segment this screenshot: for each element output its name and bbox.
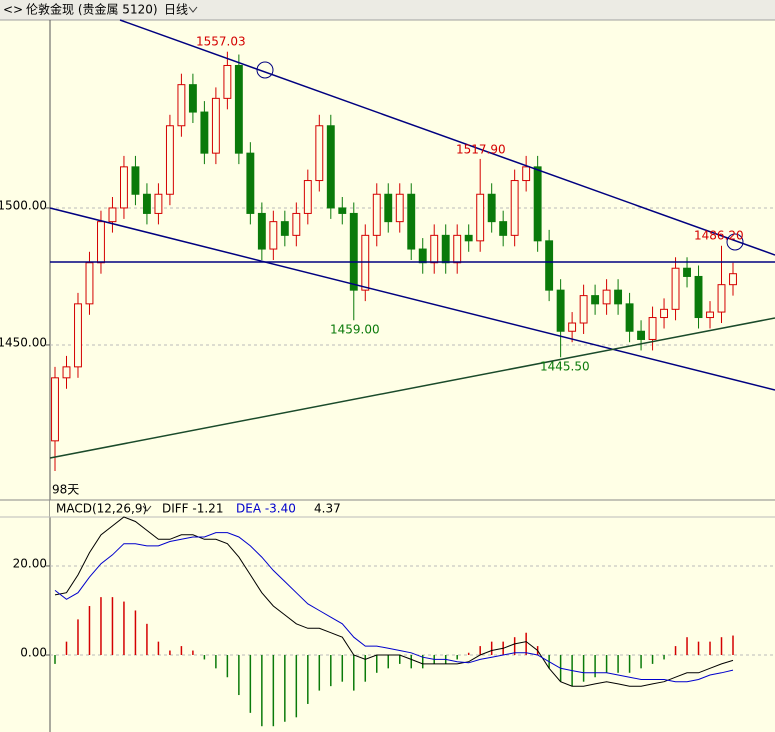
candle-body: [384, 193, 393, 223]
candle-body: [395, 193, 404, 223]
candle-body: [407, 193, 416, 250]
candle-body: [142, 193, 151, 214]
candle-body: [51, 377, 59, 442]
candle-body: [269, 221, 278, 250]
candle-body: [326, 125, 335, 209]
candle-body: [120, 166, 128, 209]
trend-line: [49, 317, 775, 459]
candle-body: [637, 330, 646, 340]
candle-body: [648, 317, 657, 340]
annotation: 1557.03: [196, 35, 246, 49]
annotation: 1445.50: [540, 360, 590, 374]
candle-body: [234, 64, 243, 154]
candle-body: [487, 193, 496, 223]
candle-body: [660, 308, 668, 319]
candle-body: [614, 289, 623, 305]
candle-body: [568, 322, 577, 332]
annotation: 1459.00: [330, 323, 380, 337]
macd-header: [50, 500, 775, 517]
candle-body: [246, 152, 255, 214]
candle-body: [464, 234, 473, 242]
candle-body: [694, 275, 703, 319]
marker-circle: [726, 233, 744, 251]
trend-line: [49, 207, 775, 391]
y-tick-label: 1500.00: [0, 198, 47, 212]
candle-body: [85, 262, 94, 305]
header-bar: [0, 0, 775, 20]
candle-body: [315, 125, 324, 182]
candle-body: [556, 289, 565, 332]
macd-title: MACD(12,26,9): [56, 502, 147, 516]
candle-body: [97, 221, 105, 264]
legend-diff: DIFF -1.21: [162, 502, 223, 516]
y-tick-label: 1450.00: [0, 335, 47, 349]
trend-line: [119, 19, 775, 256]
candle-body: [683, 267, 691, 277]
candle-body: [372, 193, 381, 236]
y-tick-label: 20.00: [13, 556, 47, 570]
candle-body: [303, 180, 312, 214]
candle-body: [74, 303, 82, 368]
candle-body: [349, 212, 358, 291]
macd-line: [54, 532, 734, 683]
annotation: 1486.20: [694, 229, 744, 243]
candle-body: [510, 180, 519, 236]
candle-body: [522, 166, 531, 182]
y-tick-label: 0.00: [20, 645, 47, 659]
candle-body: [62, 366, 71, 379]
candle-body: [418, 248, 427, 264]
nav-icon[interactable]: <>: [3, 3, 23, 17]
candle-body: [602, 289, 611, 305]
candle-body: [625, 303, 634, 332]
candle-body: [706, 311, 714, 319]
macd-chevron[interactable]: [142, 505, 152, 512]
candle-body: [338, 207, 347, 214]
candle-body: [154, 193, 163, 214]
candle-body: [177, 84, 186, 127]
period-chevron[interactable]: [188, 6, 198, 13]
candle-body: [188, 84, 197, 113]
candle-body: [211, 97, 220, 154]
candle-body: [280, 221, 289, 236]
candle-body: [579, 295, 588, 324]
period-label: 98天: [52, 483, 79, 497]
candle-body: [476, 193, 485, 242]
candle-body: [729, 273, 737, 286]
candle-body: [591, 295, 600, 305]
candle-body: [499, 221, 508, 236]
annotation: 1517.90: [456, 143, 506, 157]
legend-macd: 4.37: [314, 502, 341, 516]
legend-dea: DEA -3.40: [236, 502, 296, 516]
marker-circle: [256, 61, 274, 79]
period[interactable]: 日线: [164, 3, 188, 17]
candle-body: [292, 212, 301, 236]
candle-body: [717, 284, 726, 313]
candle-body: [545, 240, 554, 291]
candle-body: [533, 166, 542, 242]
candle-body: [441, 234, 450, 264]
candle-body: [430, 234, 439, 264]
candle-body: [257, 212, 266, 250]
candle-body: [165, 125, 174, 195]
candle-body: [131, 166, 140, 195]
candle-body: [108, 207, 117, 223]
candle-body: [453, 234, 462, 264]
macd-line: [54, 516, 734, 687]
candle-body: [200, 111, 209, 154]
candle-body: [671, 267, 680, 310]
instrument[interactable]: 伦敦金现 (贵金属 5120): [26, 2, 158, 17]
candle-body: [223, 64, 232, 99]
